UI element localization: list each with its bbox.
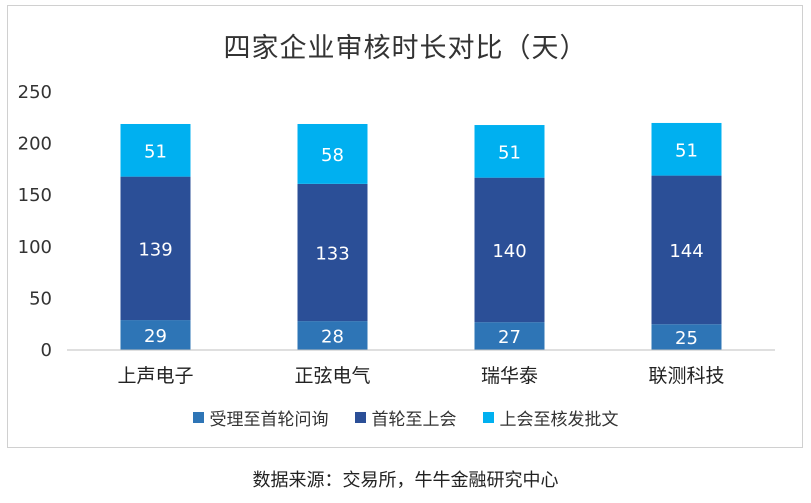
data-label: 25 [675, 328, 698, 349]
x-tick-label: 上声电子 [117, 365, 193, 387]
bar-segment [297, 123, 368, 184]
data-label: 51 [675, 140, 698, 161]
bar-segment [474, 322, 545, 350]
data-label: 29 [144, 326, 167, 347]
x-tick-label: 联测科技 [648, 365, 724, 387]
bar-segment [651, 175, 722, 325]
chart-title: 四家企业审核时长对比（天） [223, 33, 588, 64]
y-tick-label: 200 [18, 134, 52, 155]
legend-label: 上会至核发批文 [499, 410, 619, 430]
legend-label: 受理至首轮问询 [209, 410, 329, 430]
legend-swatch [354, 412, 366, 423]
y-tick-label: 150 [18, 185, 52, 206]
legend-label: 首轮至上会 [371, 410, 457, 430]
legend: 受理至首轮问询 首轮至上会 上会至核发批文 [0, 405, 811, 430]
legend-item: 首轮至上会 [354, 405, 457, 430]
data-label: 51 [498, 142, 521, 163]
data-label: 58 [321, 145, 344, 166]
bar-segment [120, 123, 191, 177]
bar-segment [474, 125, 545, 178]
data-label: 28 [321, 327, 344, 348]
legend-swatch [192, 412, 204, 423]
bar-segment [474, 177, 545, 323]
data-label: 51 [144, 141, 167, 162]
bar-segment [120, 320, 191, 350]
y-tick-label: 250 [18, 82, 52, 103]
y-tick-label: 50 [29, 288, 52, 309]
source-note: 数据来源：交易所，牛牛金融研究中心 [252, 470, 559, 491]
x-tick-label: 瑞华泰 [481, 365, 538, 387]
y-tick-label: 0 [41, 340, 52, 361]
data-label: 140 [492, 241, 526, 262]
x-tick-label: 正弦电气 [294, 365, 370, 387]
bars: 29 139 51 28 133 58 27 140 51 25 144 51 [120, 122, 722, 350]
bar-segment [120, 176, 191, 321]
legend-swatch [482, 412, 494, 423]
x-axis-labels: 上声电子 正弦电气 瑞华泰 联测科技 [117, 365, 724, 387]
bar-segment [651, 324, 722, 350]
data-label: 27 [498, 327, 521, 348]
data-label: 144 [669, 241, 703, 262]
data-label: 133 [315, 243, 349, 264]
bar-segment [297, 321, 368, 350]
legend-item: 上会至核发批文 [482, 405, 619, 430]
legend-item: 受理至首轮问询 [192, 405, 329, 430]
y-axis: 0 50 100 150 200 250 [18, 82, 52, 361]
data-label: 139 [138, 239, 172, 260]
y-tick-label: 100 [18, 237, 52, 258]
bar-segment [651, 122, 722, 176]
bar-segment [297, 183, 368, 322]
